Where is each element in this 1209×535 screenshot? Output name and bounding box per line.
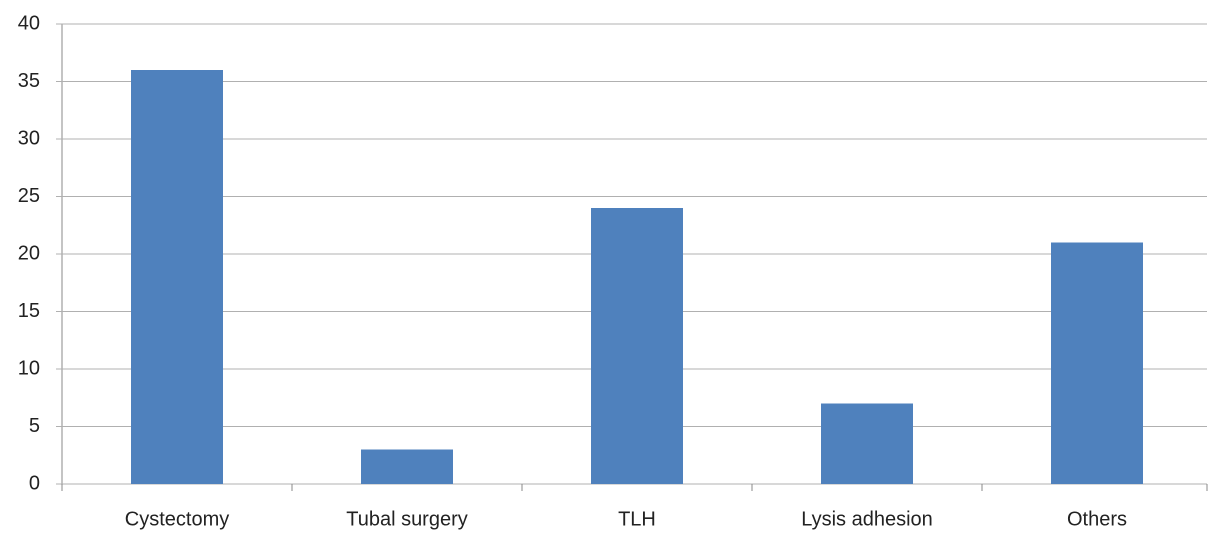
y-tick-label: 40 [18, 12, 40, 34]
y-tick-label: 15 [18, 300, 40, 322]
bar [131, 70, 223, 484]
y-tick-label: 20 [18, 242, 40, 264]
bar [591, 208, 683, 484]
x-tick-label: Tubal surgery [346, 508, 468, 530]
y-tick-label: 25 [18, 185, 40, 207]
y-tick-label: 30 [18, 127, 40, 149]
x-tick-label: TLH [618, 508, 656, 530]
y-tick-label: 5 [29, 415, 40, 437]
y-tick-label: 0 [29, 472, 40, 494]
bar [361, 449, 453, 484]
x-tick-label: Others [1067, 508, 1127, 530]
y-tick-label: 10 [18, 357, 40, 379]
x-tick-label: Lysis adhesion [801, 508, 933, 530]
bar [821, 403, 913, 484]
x-tick-label: Cystectomy [125, 508, 229, 530]
bar [1051, 242, 1143, 484]
y-tick-label: 35 [18, 70, 40, 92]
